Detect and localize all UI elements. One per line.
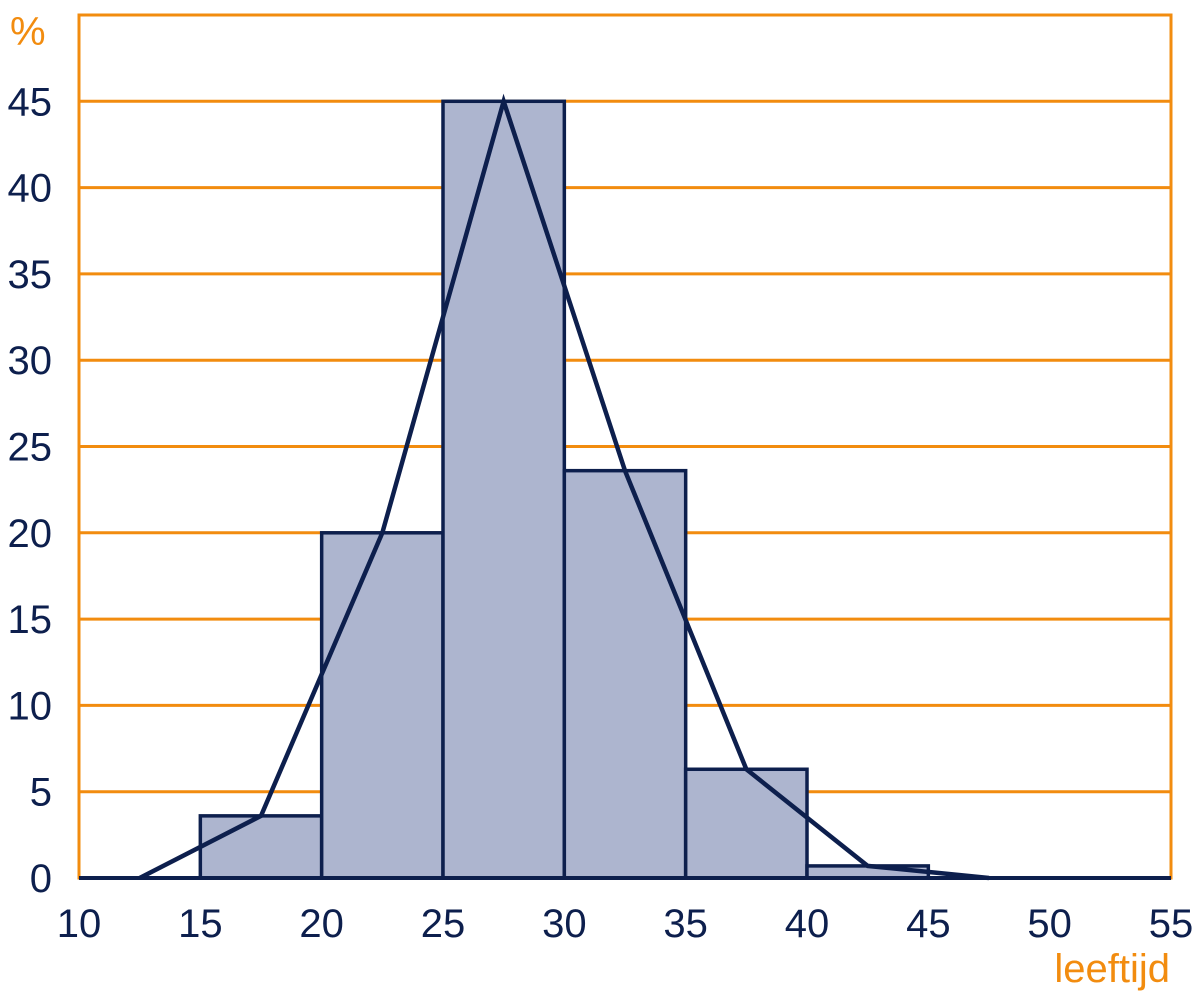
histogram-bar bbox=[198, 814, 324, 880]
tick-labels: 0 5 10 15 20 25 30 35 40 45 10 15 20 25 30 35 40 45 50 55 bbox=[8, 80, 1193, 946]
y-tick-label: 10 bbox=[8, 684, 53, 728]
x-tick-label: 30 bbox=[542, 902, 587, 946]
x-tick-label: 45 bbox=[906, 902, 951, 946]
x-tick-label: 20 bbox=[299, 902, 344, 946]
x-tick-label: 35 bbox=[663, 902, 708, 946]
y-tick-label: 20 bbox=[8, 512, 53, 556]
x-tick-label: 40 bbox=[785, 902, 830, 946]
y-tick-label: 25 bbox=[8, 426, 53, 470]
x-tick-label: 25 bbox=[421, 902, 466, 946]
y-tick-label: 15 bbox=[8, 598, 53, 642]
histogram-bar bbox=[683, 767, 809, 880]
y-tick-label: 35 bbox=[8, 253, 53, 297]
x-tick-label: 50 bbox=[1027, 902, 1072, 946]
x-tick-label: 55 bbox=[1149, 902, 1193, 946]
histogram-bar bbox=[562, 468, 688, 880]
histogram-bars bbox=[198, 99, 931, 880]
y-axis-label: % bbox=[10, 10, 46, 54]
frequency-polygon-line bbox=[138, 93, 990, 881]
frequency-polygon bbox=[138, 93, 990, 881]
histogram-bar bbox=[441, 99, 567, 880]
y-tick-label: 40 bbox=[8, 167, 53, 211]
y-tick-label: 5 bbox=[30, 771, 52, 815]
y-tick-label: 30 bbox=[8, 339, 53, 383]
histogram-bar bbox=[319, 531, 445, 880]
x-tick-label: 15 bbox=[178, 902, 223, 946]
x-axis-label: leeftijd bbox=[1054, 947, 1170, 991]
y-tick-label: 0 bbox=[30, 857, 52, 901]
x-tick-label: 10 bbox=[57, 902, 102, 946]
y-tick-label: 45 bbox=[8, 80, 53, 124]
